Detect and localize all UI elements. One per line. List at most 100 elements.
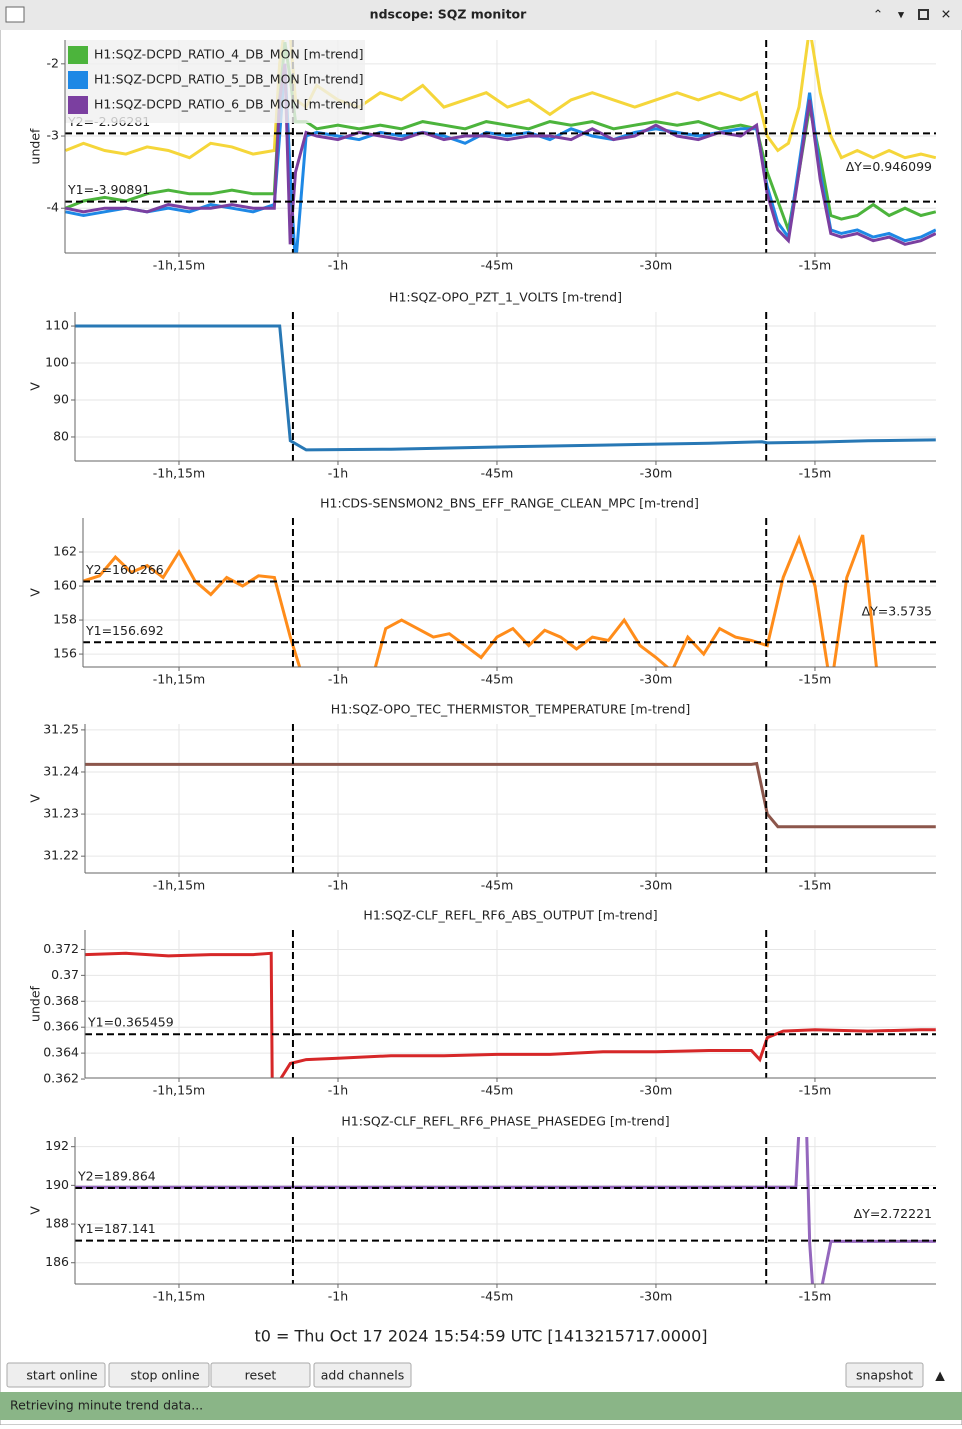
y-tick-label: 31.22: [43, 848, 79, 863]
x-tick-label: -45m: [481, 672, 514, 687]
x-tick-label: -30m: [640, 878, 673, 893]
y-tick-label: 90: [53, 391, 69, 406]
plot: Y1=187.141 Y2=189.864 ΔY=2.72221: [75, 1137, 936, 1284]
y-tick-label: 190: [45, 1177, 69, 1192]
x-tick-label: -15m: [799, 258, 832, 273]
plot-title: H1:SQZ-CLF_REFL_RF6_ABS_OUTPUT [m-trend]: [363, 908, 657, 923]
plot: Y1=0.365459: [85, 930, 936, 1078]
y-tick-label: 160: [53, 578, 77, 593]
title-bar: [0, 0, 962, 30]
x-tick-label: -15m: [799, 1083, 832, 1098]
y-tick-label: 158: [53, 612, 77, 627]
x-tick-label: -45m: [481, 258, 514, 273]
x-tick-label: -15m: [799, 672, 832, 687]
y-tick-label: 0.362: [43, 1071, 79, 1086]
plot-title: H1:CDS-SENSMON2_BNS_EFF_RANGE_CLEAN_MPC …: [320, 496, 699, 511]
x-tick-label: -1h,15m: [153, 1289, 205, 1304]
status-text: Retrieving minute trend data...: [10, 1398, 203, 1413]
legend-entry: H1:SQZ-DCPD_RATIO_5_DB_MON [m-trend]: [94, 72, 363, 87]
x-tick-label: -1h: [328, 878, 348, 893]
series-line: [65, 40, 936, 160]
y-tick-label: -3: [47, 128, 59, 143]
x-tick-label: -1h,15m: [153, 672, 205, 687]
x-tick-label: -1h,15m: [153, 1083, 205, 1098]
plot-title: H1:SQZ-OPO_TEC_THERMISTOR_TEMPERATURE [m…: [331, 702, 691, 717]
maximize-button[interactable]: [918, 9, 929, 20]
x-tick-label: -30m: [640, 672, 673, 687]
window-title: ndscope: SQZ monitor: [370, 7, 527, 22]
button-label[interactable]: start online: [26, 1368, 98, 1383]
y-tick-label: 31.23: [43, 806, 79, 821]
button[interactable]: [210, 1362, 311, 1388]
x-tick-label: -15m: [799, 1289, 832, 1304]
button-label: stop online: [130, 1368, 199, 1383]
y-tick-label: -4: [47, 200, 60, 215]
cursor-label: Y1=156.692: [85, 623, 164, 638]
minimize-button[interactable]: ▾: [898, 7, 905, 22]
y-tick-label: 0.368: [43, 993, 79, 1008]
x-tick-label: -1h,15m: [153, 466, 205, 481]
y-tick-label: 100: [45, 355, 69, 370]
legend-swatch: [68, 96, 88, 114]
y-tick-label: 0.366: [43, 1019, 79, 1034]
x-tick-label: -30m: [640, 1083, 673, 1098]
cursor-label: Y2=189.864: [77, 1168, 156, 1183]
cursor-label: Y1=0.365459: [87, 1015, 174, 1030]
plot-title: H1:SQZ-CLF_REFL_RF6_PHASE_PHASEDEG [m-tr…: [341, 1114, 669, 1129]
collapse-arrow[interactable]: ▲: [935, 1368, 945, 1383]
button[interactable]: [845, 1362, 924, 1388]
legend-swatch: [68, 46, 88, 64]
button-label[interactable]: snapshot: [856, 1368, 913, 1383]
y-axis-label: V: [28, 794, 43, 803]
plot: Y1=-3.90891Y2=-2.96281ΔY=0.946099H1:SQZ-…: [65, 40, 936, 253]
cursor-label: Y1=-3.90891: [67, 182, 150, 197]
y-axis-label: V: [28, 1206, 43, 1215]
button[interactable]: [6, 1362, 106, 1388]
x-tick-label: -45m: [481, 878, 514, 893]
x-tick-label: -45m: [481, 1083, 514, 1098]
y-tick-label: 186: [45, 1254, 69, 1269]
x-tick-label: -15m: [799, 878, 832, 893]
x-tick-label: -1h: [328, 672, 348, 687]
button: [108, 1362, 210, 1388]
y-axis-label: V: [28, 382, 43, 391]
legend-entry: H1:SQZ-DCPD_RATIO_4_DB_MON [m-trend]: [94, 47, 363, 62]
y-tick-label: 0.364: [43, 1045, 79, 1060]
y-tick-label: -2: [47, 55, 59, 70]
series-line: [85, 951, 936, 1078]
series-line: [83, 534, 878, 667]
legend: [65, 40, 365, 123]
button[interactable]: [313, 1362, 412, 1388]
status-bar: [0, 1392, 962, 1420]
delta-label: ΔY=0.946099: [846, 159, 932, 174]
y-tick-label: 31.25: [43, 721, 79, 736]
plot: [85, 724, 936, 873]
button-label[interactable]: reset: [245, 1368, 277, 1383]
app-icon: [5, 6, 25, 23]
cursor-label: Y2=160.266: [85, 562, 164, 577]
help-button[interactable]: ⌃: [873, 7, 883, 22]
close-button[interactable]: ✕: [941, 7, 951, 22]
legend-swatch: [68, 71, 88, 89]
y-tick-label: 110: [45, 318, 69, 333]
x-tick-label: -45m: [481, 466, 514, 481]
y-tick-label: 188: [45, 1216, 69, 1231]
x-tick-label: -30m: [640, 1289, 673, 1304]
button-label[interactable]: add channels: [321, 1368, 404, 1383]
x-tick-label: -1h,15m: [153, 258, 205, 273]
x-tick-label: -1h,15m: [153, 878, 205, 893]
x-tick-label: -30m: [640, 466, 673, 481]
y-axis-label: undef: [28, 985, 43, 1021]
y-tick-label: 162: [53, 544, 77, 559]
x-tick-label: -1h: [328, 1083, 348, 1098]
y-axis-label: V: [28, 588, 43, 597]
y-axis-label: undef: [28, 128, 43, 164]
x-tick-label: -1h: [328, 258, 348, 273]
x-tick-label: -1h: [328, 466, 348, 481]
y-tick-label: 80: [53, 428, 69, 443]
series-line: [65, 63, 936, 246]
x-tick-label: -15m: [799, 466, 832, 481]
y-tick-label: 31.24: [43, 763, 79, 778]
series-line: [75, 324, 936, 452]
